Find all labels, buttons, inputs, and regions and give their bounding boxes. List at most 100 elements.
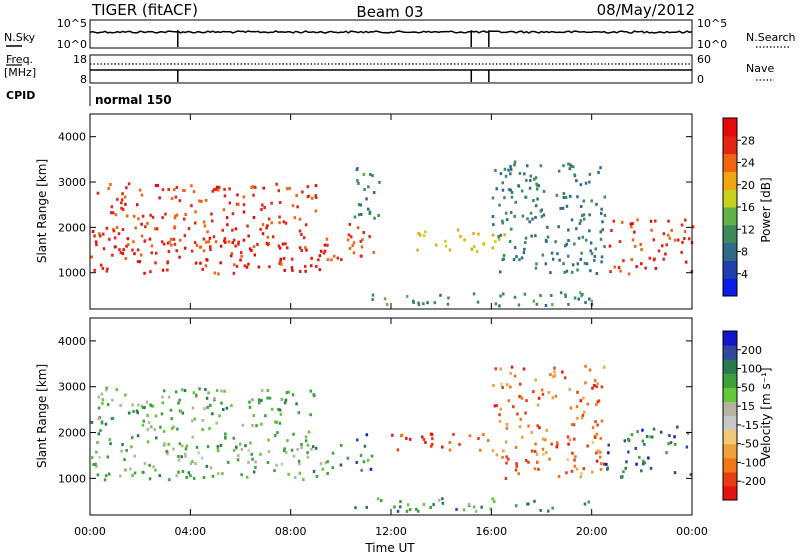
velocity-cell xyxy=(195,445,199,449)
velocity-cell xyxy=(181,470,185,473)
velocity-cell xyxy=(221,472,224,476)
power-cell xyxy=(101,266,105,270)
velocity-cell xyxy=(516,412,519,416)
velocity-colorbar-tick: -50 xyxy=(741,438,759,451)
power-cell xyxy=(118,248,121,252)
power-cell xyxy=(652,238,655,242)
velocity-cell xyxy=(573,437,576,441)
velocity-colorbar-tick: 200 xyxy=(741,344,762,357)
power-cell xyxy=(168,240,171,244)
velocity-cell xyxy=(499,407,503,411)
power-cell xyxy=(221,228,224,232)
power-cell xyxy=(208,236,212,240)
power-xticks xyxy=(89,114,693,309)
power-ytick-label: 3000 xyxy=(58,176,86,189)
nsky-label: N.Sky xyxy=(4,31,36,44)
nave-label: Nave xyxy=(746,62,774,75)
power-cell xyxy=(528,220,531,224)
power-cell xyxy=(228,187,231,191)
velocity-cell xyxy=(366,458,370,462)
velocity-cell xyxy=(98,455,101,459)
velocity-cell xyxy=(369,467,373,471)
velocity-cell xyxy=(90,420,94,424)
power-cell xyxy=(222,208,226,212)
power-cell xyxy=(648,256,651,260)
power-cell xyxy=(534,176,538,180)
velocity-cell xyxy=(422,437,426,441)
velocity-cell xyxy=(519,417,522,421)
velocity-colorbar-swatch xyxy=(723,485,737,501)
power-cell xyxy=(153,227,157,231)
power-cell xyxy=(232,238,236,242)
velocity-cell xyxy=(417,509,420,513)
power-cell xyxy=(210,212,213,216)
velocity-cell xyxy=(600,419,604,423)
velocity-cell xyxy=(409,437,412,441)
power-cell xyxy=(125,244,128,248)
velocity-cell xyxy=(576,390,579,394)
velocity-cell xyxy=(355,460,358,464)
power-cell xyxy=(523,292,527,296)
velocity-colorbar-swatch xyxy=(723,471,737,487)
power-cell xyxy=(90,255,93,259)
velocity-cell xyxy=(595,432,599,436)
power-cell xyxy=(584,181,588,185)
power-cell xyxy=(202,249,206,253)
velocity-cell xyxy=(549,373,552,377)
velocity-cell xyxy=(306,443,310,447)
power-cell xyxy=(631,238,635,242)
power-cell xyxy=(360,212,363,216)
velocity-cell xyxy=(101,398,105,402)
nsearch-tick-bottom: 10^0 xyxy=(697,38,727,51)
power-cell xyxy=(113,236,117,240)
power-cell xyxy=(595,272,599,275)
velocity-cell xyxy=(247,448,250,452)
velocity-cell xyxy=(280,462,283,466)
power-cell xyxy=(578,291,582,295)
velocity-cell xyxy=(312,393,315,397)
power-cell xyxy=(549,271,552,275)
velocity-cell xyxy=(266,396,269,400)
power-cell xyxy=(599,166,602,170)
velocity-cell xyxy=(586,402,589,406)
power-ytick-label: 4000 xyxy=(58,131,86,144)
power-cell xyxy=(266,224,269,228)
power-cell xyxy=(571,263,575,267)
power-colorbar-swatch xyxy=(723,207,737,226)
power-cell xyxy=(513,160,517,164)
power-cell xyxy=(661,244,664,248)
velocity-cell xyxy=(131,474,134,477)
power-cell xyxy=(502,292,505,296)
power-cell xyxy=(301,190,304,194)
power-cell xyxy=(564,196,568,200)
power-cell xyxy=(600,207,603,211)
velocity-cell xyxy=(240,473,243,477)
power-cell xyxy=(332,254,336,258)
power-cell xyxy=(226,223,229,227)
power-cell xyxy=(654,266,658,270)
velocity-cell xyxy=(251,424,254,427)
power-cell xyxy=(223,237,227,241)
velocity-cell xyxy=(593,379,597,383)
power-cell xyxy=(91,230,95,233)
velocity-cell xyxy=(331,451,335,455)
velocity-cell xyxy=(634,446,637,450)
power-cell xyxy=(167,241,170,245)
velocity-cell xyxy=(195,393,198,397)
power-cell xyxy=(613,265,616,269)
power-cell xyxy=(190,184,193,188)
power-cell xyxy=(260,208,263,211)
power-cell xyxy=(319,249,323,253)
power-cell xyxy=(259,227,262,231)
power-cell xyxy=(417,301,420,305)
power-cell xyxy=(279,259,282,263)
velocity-cell xyxy=(540,388,544,392)
velocity-cell xyxy=(276,431,279,435)
velocity-cell xyxy=(686,431,690,435)
velocity-cell xyxy=(505,422,509,426)
power-cell xyxy=(417,303,421,307)
velocity-cell xyxy=(635,462,638,466)
power-cell xyxy=(683,237,686,240)
velocity-cell xyxy=(141,406,145,409)
power-cell xyxy=(219,244,223,248)
